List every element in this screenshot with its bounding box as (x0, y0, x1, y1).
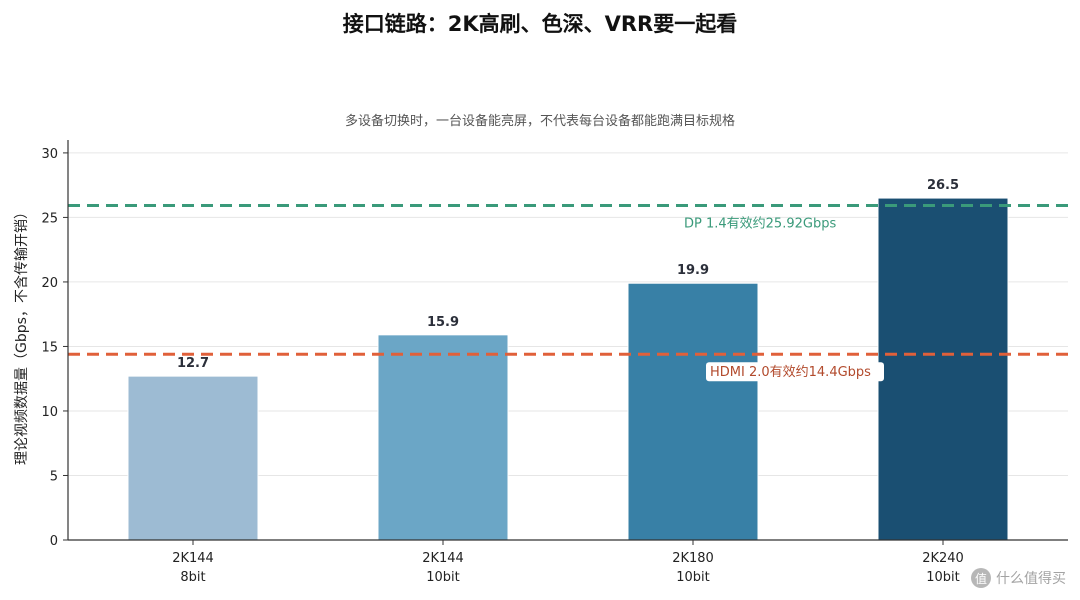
reference-label-background (706, 362, 884, 382)
x-tick-label: 10bit (676, 570, 710, 585)
bar (627, 282, 759, 541)
data-label: 19.9 (677, 263, 709, 278)
y-tick-label: 15 (41, 340, 58, 355)
bar (127, 375, 259, 541)
x-tick-label: 2K180 (672, 551, 714, 566)
watermark-logo-icon: 值 (971, 568, 991, 588)
bar (377, 334, 509, 541)
chart-title: 接口链路：2K高刷、色深、VRR要一起看 (342, 12, 738, 36)
x-tick-label: 10bit (926, 570, 960, 585)
y-tick-label: 5 (50, 469, 58, 484)
y-axis-label: 理论视频数据量（Gbps，不含传输开销） (14, 205, 30, 465)
y-tick-label: 25 (41, 211, 58, 226)
reference-line-label: HDMI 2.0有效约14.4Gbps (710, 365, 871, 380)
x-tick-label: 2K144 (422, 551, 464, 566)
y-tick-label: 30 (41, 147, 58, 162)
watermark: 值 什么值得买 (971, 568, 1066, 588)
data-label: 26.5 (927, 178, 959, 193)
reference-line-label: DP 1.4有效约25.92Gbps (684, 217, 836, 232)
x-tick-label: 2K240 (922, 551, 964, 566)
y-tick-label: 10 (41, 405, 58, 420)
watermark-text: 什么值得买 (996, 571, 1066, 587)
data-label: 12.7 (177, 356, 209, 371)
x-tick-label: 2K144 (172, 551, 214, 566)
bar (877, 197, 1009, 541)
x-tick-label: 8bit (180, 570, 205, 585)
y-tick-label: 0 (50, 534, 58, 549)
chart-subtitle: 多设备切换时，一台设备能亮屏，不代表每台设备都能跑满目标规格 (344, 114, 735, 129)
y-tick-label: 20 (41, 276, 58, 291)
x-tick-label: 10bit (426, 570, 460, 585)
data-label: 15.9 (427, 315, 459, 330)
